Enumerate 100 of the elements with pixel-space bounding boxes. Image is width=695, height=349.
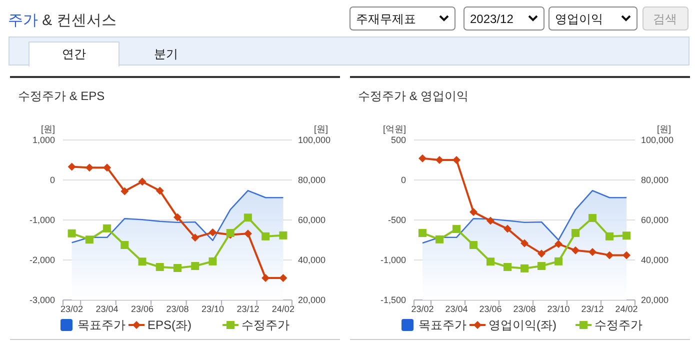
y-axis-title: [원] (40, 124, 55, 134)
y2-tick-label: 20,000 (298, 295, 326, 305)
y2-tick-label: 100,000 (298, 135, 331, 145)
point (120, 187, 129, 196)
point (418, 154, 426, 162)
y-tick-label: -1,000 (29, 215, 55, 225)
legend-label: 영업이익(좌) (488, 318, 556, 332)
x-tick-label: 24/02 (272, 304, 294, 314)
point (191, 234, 200, 242)
legend-label: 수정주가 (594, 318, 642, 332)
point (486, 216, 494, 225)
point (520, 239, 528, 248)
point (156, 263, 164, 271)
x-tick-label: 23/12 (236, 304, 260, 314)
point (452, 225, 460, 233)
y2-tick-label: 40,000 (641, 255, 669, 265)
x-tick-label: 23/10 (547, 304, 570, 314)
point (156, 186, 164, 195)
y-tick-label: -500 (388, 215, 406, 225)
point (138, 178, 146, 186)
point (504, 263, 512, 271)
legend-label: 목표주가 (418, 318, 466, 332)
point (436, 235, 444, 244)
legend-label: 수정주가 (242, 318, 290, 332)
point (418, 229, 426, 237)
text: 2023/12 (470, 12, 514, 26)
point (68, 229, 76, 238)
y2-tick-label: 40,000 (298, 255, 326, 265)
x-tick-label: 23/04 (445, 304, 468, 314)
point (85, 236, 94, 244)
x-tick-label: 23/04 (96, 304, 118, 314)
y-tick-label: -3,000 (29, 295, 55, 305)
point (279, 274, 288, 282)
y2-tick-label: 100,000 (641, 135, 674, 145)
text: 주재무제표 (356, 12, 416, 26)
y-tick-label: 500 (390, 135, 406, 145)
point (572, 229, 580, 237)
point (103, 224, 112, 232)
point (588, 214, 596, 222)
x-tick-label: 23/08 (513, 304, 536, 314)
y-tick-label: -1,500 (380, 295, 406, 305)
point (120, 241, 129, 249)
point (262, 232, 270, 240)
point (103, 164, 112, 172)
point (504, 224, 512, 233)
x-tick-label: 24/02 (615, 304, 638, 314)
text: 영업이익 (555, 12, 603, 26)
point (452, 156, 460, 164)
text: 분기 (154, 47, 178, 61)
point (554, 240, 562, 248)
legend-label: 목표주가 (78, 318, 126, 332)
y2-tick-label: 60,000 (641, 215, 669, 225)
chart-title: 수정주가 & EPS (18, 89, 105, 103)
point (470, 241, 478, 249)
point (538, 250, 546, 258)
point (174, 213, 182, 222)
y-tick-label: -1,000 (380, 255, 406, 265)
x-tick-label: 23/02 (60, 304, 84, 314)
point (68, 162, 76, 171)
x-tick-label: 23/02 (411, 304, 434, 314)
y2-axis-title: [원] (314, 124, 328, 134)
point (588, 248, 596, 256)
point (174, 264, 182, 272)
chart-title: 수정주가 & 영업이익 (358, 89, 469, 103)
point (572, 246, 580, 254)
text: 연간 (62, 47, 86, 61)
point (138, 258, 146, 266)
point (244, 230, 252, 238)
x-tick-label: 23/06 (479, 304, 502, 314)
y2-tick-label: 60,000 (298, 215, 326, 225)
point (622, 251, 630, 260)
point (554, 257, 562, 266)
x-tick-label: 23/06 (131, 304, 154, 314)
point (622, 232, 630, 240)
text: 검색 (653, 12, 677, 26)
y2-axis-title: [원] (656, 124, 671, 134)
x-tick-label: 23/12 (581, 304, 604, 314)
x-tick-label: 23/10 (201, 304, 224, 314)
text: 주가 & 컨센서스 (8, 12, 116, 29)
point (244, 214, 252, 222)
legend-label: EPS(좌) (148, 318, 192, 332)
point (606, 232, 614, 240)
point (208, 257, 217, 266)
y-tick-label: -2,000 (29, 255, 55, 265)
y-tick-label: 0 (400, 175, 406, 185)
y-tick-label: 0 (50, 175, 55, 185)
point (606, 251, 614, 260)
x-tick-label: 23/08 (166, 304, 189, 314)
y2-tick-label: 20,000 (641, 295, 669, 305)
point (208, 228, 217, 236)
point (470, 208, 478, 216)
point (520, 264, 528, 272)
point (85, 164, 94, 172)
point (191, 262, 200, 270)
point (486, 258, 494, 266)
y-tick-label: 1,000 (32, 135, 55, 145)
point (538, 262, 546, 270)
point (279, 231, 288, 240)
point (436, 156, 444, 164)
y2-tick-label: 80,000 (298, 175, 326, 185)
